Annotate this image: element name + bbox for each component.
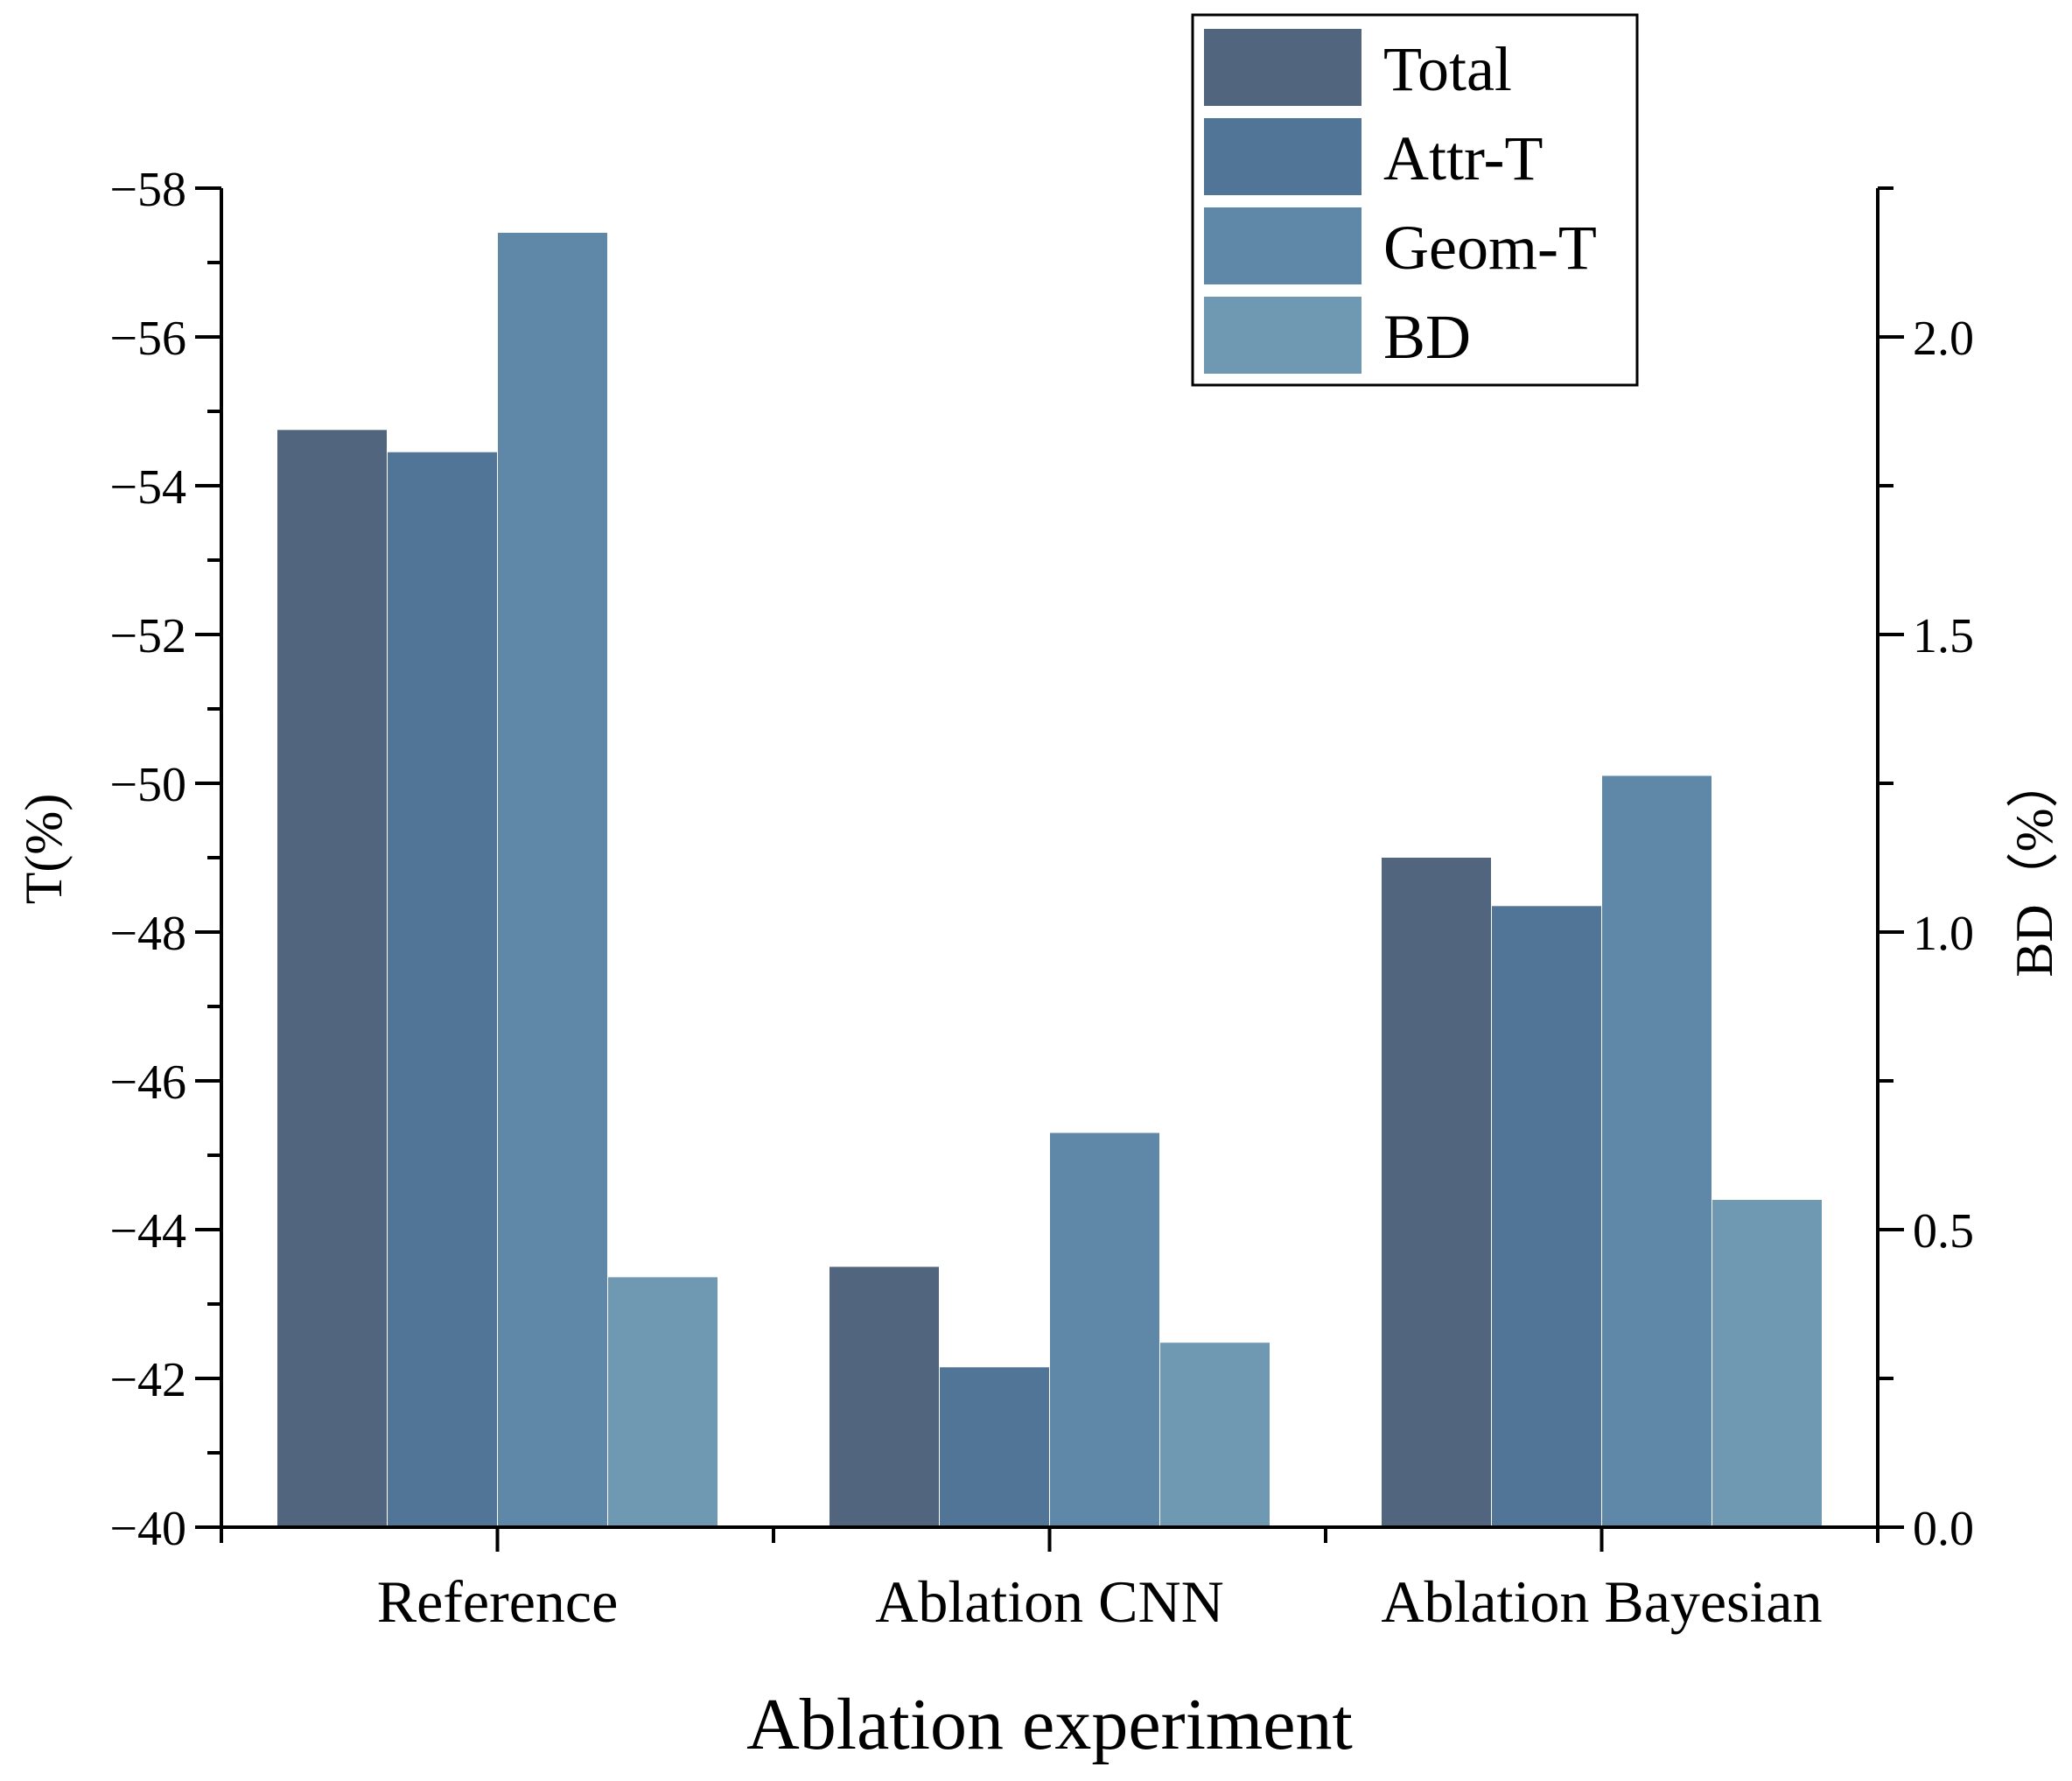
bar-attr-t-ablation-cnn xyxy=(940,1367,1049,1528)
legend-swatch-attr-t xyxy=(1204,118,1362,195)
y-left-tick-label: −58 xyxy=(109,163,186,217)
bar-bd-ablation-cnn xyxy=(1160,1343,1270,1527)
bar-geom-t-reference xyxy=(498,233,607,1527)
x-category-label-ablation-bayesian: Ablation Bayesian xyxy=(1381,1568,1822,1635)
y-axis-right-title: BD（%） xyxy=(2006,755,2063,977)
y-left-tick-label: −52 xyxy=(109,609,186,663)
y-right-tick-label: 1.0 xyxy=(1913,907,1974,961)
bar-bd-reference xyxy=(608,1277,718,1527)
y-left-tick-label: −54 xyxy=(109,460,186,515)
y-left-tick-label: −40 xyxy=(109,1502,186,1556)
bar-geom-t-ablation-bayesian xyxy=(1602,775,1712,1527)
y-left-tick-label: −44 xyxy=(109,1204,186,1259)
y-left-tick-label: −46 xyxy=(109,1055,186,1110)
bar-attr-t-reference xyxy=(388,452,497,1528)
legend-label-total: Total xyxy=(1383,34,1512,104)
legend-label-bd: BD xyxy=(1383,302,1471,372)
legend-label-geom-t: Geom-T xyxy=(1383,213,1597,283)
bars-layer xyxy=(277,233,1822,1528)
y-axis-left-title: T(%) xyxy=(15,794,73,905)
bar-total-ablation-bayesian xyxy=(1382,858,1491,1527)
x-axis-title: Ablation experiment xyxy=(746,1684,1353,1765)
x-category-label-ablation-cnn: Ablation CNN xyxy=(875,1568,1224,1635)
y-right-tick-label: 0.5 xyxy=(1913,1204,1974,1259)
y-right-tick-label: 2.0 xyxy=(1913,312,1974,366)
axes-layer xyxy=(195,186,1904,1552)
legend-swatch-geom-t xyxy=(1204,207,1362,284)
legend-swatch-total xyxy=(1204,29,1362,106)
y-right-tick-label: 1.5 xyxy=(1913,609,1974,663)
y-left-tick-label: −50 xyxy=(109,758,186,812)
y-left-tick-label: −56 xyxy=(109,312,186,366)
y-left-tick-label: −42 xyxy=(109,1353,186,1407)
legend: Total Attr-T Geom-T BD xyxy=(1191,13,1639,387)
bar-geom-t-ablation-cnn xyxy=(1050,1132,1159,1527)
labels-layer: −40 −42 −44 −46 −48 −50 −52 −54 −56 −58 0.0 0.5 1.0 1… xyxy=(15,163,2063,1765)
bar-total-ablation-cnn xyxy=(830,1266,939,1527)
x-category-label-reference: Reference xyxy=(377,1568,619,1635)
legend-label-attr-t: Attr-T xyxy=(1383,123,1544,193)
bar-bd-ablation-bayesian xyxy=(1712,1200,1822,1527)
bar-attr-t-ablation-bayesian xyxy=(1492,906,1601,1528)
bar-total-reference xyxy=(277,430,387,1528)
y-left-tick-label: −48 xyxy=(109,907,186,961)
y-right-tick-label: 0.0 xyxy=(1913,1502,1974,1556)
legend-swatch-bd xyxy=(1204,297,1362,374)
